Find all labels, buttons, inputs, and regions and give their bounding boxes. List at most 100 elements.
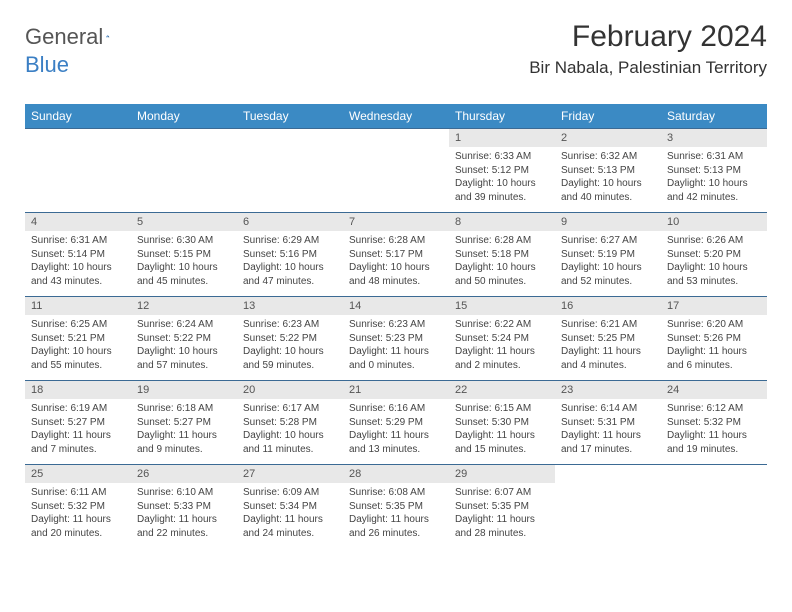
day-number: 14 — [343, 297, 449, 315]
title-block: February 2024 Bir Nabala, Palestinian Te… — [529, 20, 767, 78]
sunrise-text: Sunrise: 6:32 AM — [561, 150, 655, 164]
daylight-text: Daylight: 11 hours and 19 minutes. — [667, 429, 761, 456]
daylight-text: Daylight: 10 hours and 42 minutes. — [667, 177, 761, 204]
sunrise-text: Sunrise: 6:18 AM — [137, 402, 231, 416]
sunrise-text: Sunrise: 6:10 AM — [137, 486, 231, 500]
day-content: Sunrise: 6:09 AMSunset: 5:34 PMDaylight:… — [237, 483, 343, 544]
daylight-text: Daylight: 11 hours and 0 minutes. — [349, 345, 443, 372]
sunset-text: Sunset: 5:32 PM — [667, 416, 761, 430]
sunset-text: Sunset: 5:20 PM — [667, 248, 761, 262]
calendar-cell: 16Sunrise: 6:21 AMSunset: 5:25 PMDayligh… — [555, 297, 661, 381]
day-number: 28 — [343, 465, 449, 483]
calendar-cell: 17Sunrise: 6:20 AMSunset: 5:26 PMDayligh… — [661, 297, 767, 381]
calendar-cell: 24Sunrise: 6:12 AMSunset: 5:32 PMDayligh… — [661, 381, 767, 465]
sunrise-text: Sunrise: 6:24 AM — [137, 318, 231, 332]
day-content: Sunrise: 6:26 AMSunset: 5:20 PMDaylight:… — [661, 231, 767, 292]
day-number: 22 — [449, 381, 555, 399]
sunrise-text: Sunrise: 6:17 AM — [243, 402, 337, 416]
sunset-text: Sunset: 5:30 PM — [455, 416, 549, 430]
calendar-cell: 20Sunrise: 6:17 AMSunset: 5:28 PMDayligh… — [237, 381, 343, 465]
daylight-text: Daylight: 11 hours and 28 minutes. — [455, 513, 549, 540]
sunset-text: Sunset: 5:31 PM — [561, 416, 655, 430]
daylight-text: Daylight: 10 hours and 39 minutes. — [455, 177, 549, 204]
day-content: Sunrise: 6:24 AMSunset: 5:22 PMDaylight:… — [131, 315, 237, 376]
day-number: 15 — [449, 297, 555, 315]
daylight-text: Daylight: 10 hours and 53 minutes. — [667, 261, 761, 288]
calendar-cell: 28Sunrise: 6:08 AMSunset: 5:35 PMDayligh… — [343, 465, 449, 549]
daylight-text: Daylight: 11 hours and 6 minutes. — [667, 345, 761, 372]
weekday-header: Wednesday — [343, 104, 449, 129]
calendar-cell: 14Sunrise: 6:23 AMSunset: 5:23 PMDayligh… — [343, 297, 449, 381]
daylight-text: Daylight: 11 hours and 26 minutes. — [349, 513, 443, 540]
calendar-cell — [237, 129, 343, 213]
day-number: 7 — [343, 213, 449, 231]
daylight-text: Daylight: 10 hours and 11 minutes. — [243, 429, 337, 456]
day-content: Sunrise: 6:23 AMSunset: 5:23 PMDaylight:… — [343, 315, 449, 376]
day-content: Sunrise: 6:28 AMSunset: 5:17 PMDaylight:… — [343, 231, 449, 292]
day-content: Sunrise: 6:25 AMSunset: 5:21 PMDaylight:… — [25, 315, 131, 376]
daylight-text: Daylight: 10 hours and 47 minutes. — [243, 261, 337, 288]
calendar-row: 18Sunrise: 6:19 AMSunset: 5:27 PMDayligh… — [25, 381, 767, 465]
sunset-text: Sunset: 5:16 PM — [243, 248, 337, 262]
day-number: 27 — [237, 465, 343, 483]
calendar-cell: 4Sunrise: 6:31 AMSunset: 5:14 PMDaylight… — [25, 213, 131, 297]
calendar-cell: 23Sunrise: 6:14 AMSunset: 5:31 PMDayligh… — [555, 381, 661, 465]
day-number: 18 — [25, 381, 131, 399]
sunrise-text: Sunrise: 6:20 AM — [667, 318, 761, 332]
calendar-cell: 29Sunrise: 6:07 AMSunset: 5:35 PMDayligh… — [449, 465, 555, 549]
daylight-text: Daylight: 11 hours and 24 minutes. — [243, 513, 337, 540]
calendar-cell — [343, 129, 449, 213]
location: Bir Nabala, Palestinian Territory — [529, 58, 767, 78]
sunrise-text: Sunrise: 6:23 AM — [349, 318, 443, 332]
sunrise-text: Sunrise: 6:30 AM — [137, 234, 231, 248]
daylight-text: Daylight: 11 hours and 9 minutes. — [137, 429, 231, 456]
daylight-text: Daylight: 10 hours and 59 minutes. — [243, 345, 337, 372]
sunrise-text: Sunrise: 6:16 AM — [349, 402, 443, 416]
sunrise-text: Sunrise: 6:31 AM — [31, 234, 125, 248]
daylight-text: Daylight: 10 hours and 43 minutes. — [31, 261, 125, 288]
day-content: Sunrise: 6:22 AMSunset: 5:24 PMDaylight:… — [449, 315, 555, 376]
sunset-text: Sunset: 5:33 PM — [137, 500, 231, 514]
day-number: 23 — [555, 381, 661, 399]
logo-text-2: Blue — [25, 52, 69, 78]
day-content: Sunrise: 6:14 AMSunset: 5:31 PMDaylight:… — [555, 399, 661, 460]
day-content: Sunrise: 6:29 AMSunset: 5:16 PMDaylight:… — [237, 231, 343, 292]
day-number: 10 — [661, 213, 767, 231]
calendar-cell — [661, 465, 767, 549]
sunset-text: Sunset: 5:19 PM — [561, 248, 655, 262]
day-content: Sunrise: 6:32 AMSunset: 5:13 PMDaylight:… — [555, 147, 661, 208]
day-content: Sunrise: 6:15 AMSunset: 5:30 PMDaylight:… — [449, 399, 555, 460]
calendar-cell: 12Sunrise: 6:24 AMSunset: 5:22 PMDayligh… — [131, 297, 237, 381]
day-content: Sunrise: 6:30 AMSunset: 5:15 PMDaylight:… — [131, 231, 237, 292]
sunset-text: Sunset: 5:24 PM — [455, 332, 549, 346]
daylight-text: Daylight: 11 hours and 22 minutes. — [137, 513, 231, 540]
day-number: 21 — [343, 381, 449, 399]
daylight-text: Daylight: 10 hours and 57 minutes. — [137, 345, 231, 372]
sunrise-text: Sunrise: 6:28 AM — [455, 234, 549, 248]
weekday-header-row: Sunday Monday Tuesday Wednesday Thursday… — [25, 104, 767, 129]
sunset-text: Sunset: 5:13 PM — [561, 164, 655, 178]
sunrise-text: Sunrise: 6:15 AM — [455, 402, 549, 416]
logo: General — [25, 24, 130, 50]
sunrise-text: Sunrise: 6:28 AM — [349, 234, 443, 248]
sunset-text: Sunset: 5:17 PM — [349, 248, 443, 262]
calendar-cell: 15Sunrise: 6:22 AMSunset: 5:24 PMDayligh… — [449, 297, 555, 381]
day-content: Sunrise: 6:11 AMSunset: 5:32 PMDaylight:… — [25, 483, 131, 544]
weekday-header: Friday — [555, 104, 661, 129]
day-number: 9 — [555, 213, 661, 231]
daylight-text: Daylight: 10 hours and 40 minutes. — [561, 177, 655, 204]
calendar-cell: 19Sunrise: 6:18 AMSunset: 5:27 PMDayligh… — [131, 381, 237, 465]
sunrise-text: Sunrise: 6:29 AM — [243, 234, 337, 248]
calendar-cell: 2Sunrise: 6:32 AMSunset: 5:13 PMDaylight… — [555, 129, 661, 213]
daylight-text: Daylight: 10 hours and 45 minutes. — [137, 261, 231, 288]
sunrise-text: Sunrise: 6:27 AM — [561, 234, 655, 248]
day-number: 3 — [661, 129, 767, 147]
day-content: Sunrise: 6:19 AMSunset: 5:27 PMDaylight:… — [25, 399, 131, 460]
calendar-cell: 8Sunrise: 6:28 AMSunset: 5:18 PMDaylight… — [449, 213, 555, 297]
day-content: Sunrise: 6:16 AMSunset: 5:29 PMDaylight:… — [343, 399, 449, 460]
day-number: 6 — [237, 213, 343, 231]
sunset-text: Sunset: 5:18 PM — [455, 248, 549, 262]
day-content: Sunrise: 6:20 AMSunset: 5:26 PMDaylight:… — [661, 315, 767, 376]
calendar-body: 1Sunrise: 6:33 AMSunset: 5:12 PMDaylight… — [25, 129, 767, 549]
sunset-text: Sunset: 5:23 PM — [349, 332, 443, 346]
